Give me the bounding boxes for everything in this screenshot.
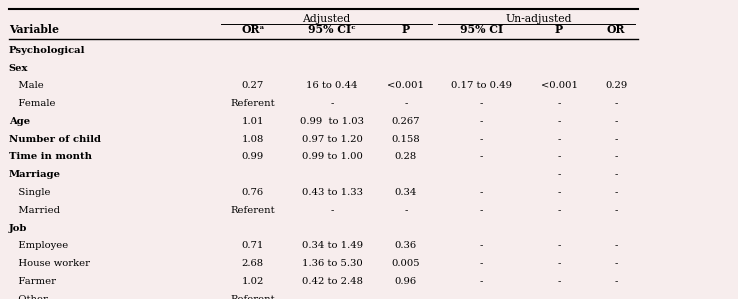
Text: -: - bbox=[480, 241, 483, 251]
Text: -: - bbox=[615, 135, 618, 144]
Text: 0.99 to 1.00: 0.99 to 1.00 bbox=[302, 152, 362, 161]
Text: -: - bbox=[615, 277, 618, 286]
Text: 0.29: 0.29 bbox=[605, 81, 627, 90]
Text: 0.76: 0.76 bbox=[242, 188, 263, 197]
Text: -: - bbox=[557, 259, 561, 268]
Text: Variable: Variable bbox=[9, 24, 59, 35]
Text: 0.36: 0.36 bbox=[395, 241, 417, 251]
Text: 16 to 0.44: 16 to 0.44 bbox=[306, 81, 358, 90]
Text: -: - bbox=[480, 99, 483, 108]
Text: 0.97 to 1.20: 0.97 to 1.20 bbox=[302, 135, 362, 144]
Text: Psychological: Psychological bbox=[9, 46, 86, 55]
Text: -: - bbox=[557, 152, 561, 161]
Text: 1.08: 1.08 bbox=[241, 135, 264, 144]
Text: Employee: Employee bbox=[9, 241, 68, 251]
Text: Referent: Referent bbox=[230, 295, 275, 299]
Text: 0.34 to 1.49: 0.34 to 1.49 bbox=[302, 241, 362, 251]
Text: P: P bbox=[555, 24, 563, 35]
Text: -: - bbox=[331, 99, 334, 108]
Text: 0.99: 0.99 bbox=[241, 152, 264, 161]
Text: Sex: Sex bbox=[9, 63, 28, 73]
Text: Number of child: Number of child bbox=[9, 135, 101, 144]
Text: P: P bbox=[401, 24, 410, 35]
Text: 0.42 to 2.48: 0.42 to 2.48 bbox=[302, 277, 362, 286]
Text: Farmer: Farmer bbox=[9, 277, 56, 286]
Text: 0.005: 0.005 bbox=[392, 259, 420, 268]
Text: Single: Single bbox=[9, 188, 50, 197]
Text: 1.01: 1.01 bbox=[241, 117, 264, 126]
Text: 0.96: 0.96 bbox=[395, 277, 417, 286]
Text: Adjusted: Adjusted bbox=[303, 14, 351, 24]
Text: 0.28: 0.28 bbox=[395, 152, 417, 161]
Text: 0.158: 0.158 bbox=[392, 135, 420, 144]
Text: Time in month: Time in month bbox=[9, 152, 92, 161]
Text: <0.001: <0.001 bbox=[387, 81, 424, 90]
Text: -: - bbox=[480, 152, 483, 161]
Text: -: - bbox=[331, 295, 334, 299]
Text: Married: Married bbox=[9, 206, 60, 215]
Text: -: - bbox=[615, 170, 618, 179]
Text: <0.001: <0.001 bbox=[540, 81, 578, 90]
Text: -: - bbox=[615, 259, 618, 268]
Text: -: - bbox=[404, 206, 407, 215]
Text: -: - bbox=[557, 241, 561, 251]
Text: 1.36 to 5.30: 1.36 to 5.30 bbox=[302, 259, 362, 268]
Text: Marriage: Marriage bbox=[9, 170, 61, 179]
Text: 0.43 to 1.33: 0.43 to 1.33 bbox=[302, 188, 362, 197]
Text: -: - bbox=[557, 117, 561, 126]
Text: -: - bbox=[404, 99, 407, 108]
Text: 0.99  to 1.03: 0.99 to 1.03 bbox=[300, 117, 364, 126]
Text: -: - bbox=[615, 295, 618, 299]
Text: -: - bbox=[480, 295, 483, 299]
Text: -: - bbox=[480, 188, 483, 197]
Text: -: - bbox=[331, 206, 334, 215]
Text: -: - bbox=[557, 277, 561, 286]
Text: 0.34: 0.34 bbox=[395, 188, 417, 197]
Text: -: - bbox=[615, 99, 618, 108]
Text: -: - bbox=[615, 241, 618, 251]
Text: -: - bbox=[615, 206, 618, 215]
Text: 0.71: 0.71 bbox=[241, 241, 264, 251]
Text: -: - bbox=[480, 206, 483, 215]
Text: Male: Male bbox=[9, 81, 44, 90]
Text: House worker: House worker bbox=[9, 259, 90, 268]
Text: -: - bbox=[615, 188, 618, 197]
Text: ORᵃ: ORᵃ bbox=[241, 24, 264, 35]
Text: Other: Other bbox=[9, 295, 48, 299]
Text: -: - bbox=[615, 152, 618, 161]
Text: Referent: Referent bbox=[230, 206, 275, 215]
Text: OR: OR bbox=[607, 24, 626, 35]
Text: -: - bbox=[480, 277, 483, 286]
Text: 0.17 to 0.49: 0.17 to 0.49 bbox=[451, 81, 512, 90]
Text: -: - bbox=[557, 135, 561, 144]
Text: Un-adjusted: Un-adjusted bbox=[506, 14, 572, 24]
Text: Referent: Referent bbox=[230, 99, 275, 108]
Text: Age: Age bbox=[9, 117, 30, 126]
Text: 0.27: 0.27 bbox=[241, 81, 264, 90]
Text: -: - bbox=[557, 170, 561, 179]
Text: -: - bbox=[557, 188, 561, 197]
Text: -: - bbox=[557, 206, 561, 215]
Text: 1.02: 1.02 bbox=[241, 277, 264, 286]
Text: -: - bbox=[404, 295, 407, 299]
Text: Female: Female bbox=[9, 99, 55, 108]
Text: Job: Job bbox=[9, 224, 27, 233]
Text: 95% CIᶜ: 95% CIᶜ bbox=[308, 24, 356, 35]
Text: 0.267: 0.267 bbox=[392, 117, 420, 126]
Text: -: - bbox=[480, 135, 483, 144]
Text: -: - bbox=[557, 295, 561, 299]
Text: 2.68: 2.68 bbox=[242, 259, 263, 268]
Text: -: - bbox=[480, 117, 483, 126]
Text: 95% CI: 95% CI bbox=[460, 24, 503, 35]
Text: -: - bbox=[557, 99, 561, 108]
Text: -: - bbox=[480, 259, 483, 268]
Text: -: - bbox=[615, 117, 618, 126]
